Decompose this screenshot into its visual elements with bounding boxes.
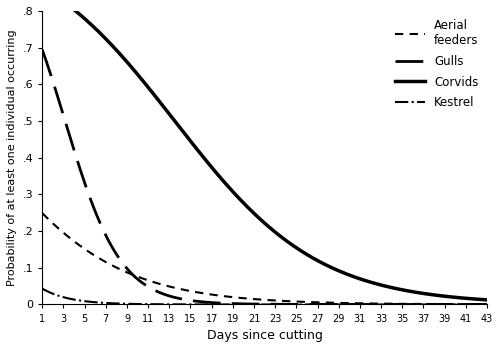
Y-axis label: Probability of at least one individual occurring: Probability of at least one individual o… xyxy=(7,29,17,286)
Legend: Aerial
feeders, Gulls, Corvids, Kestrel: Aerial feeders, Gulls, Corvids, Kestrel xyxy=(390,15,484,114)
X-axis label: Days since cutting: Days since cutting xyxy=(206,329,322,342)
